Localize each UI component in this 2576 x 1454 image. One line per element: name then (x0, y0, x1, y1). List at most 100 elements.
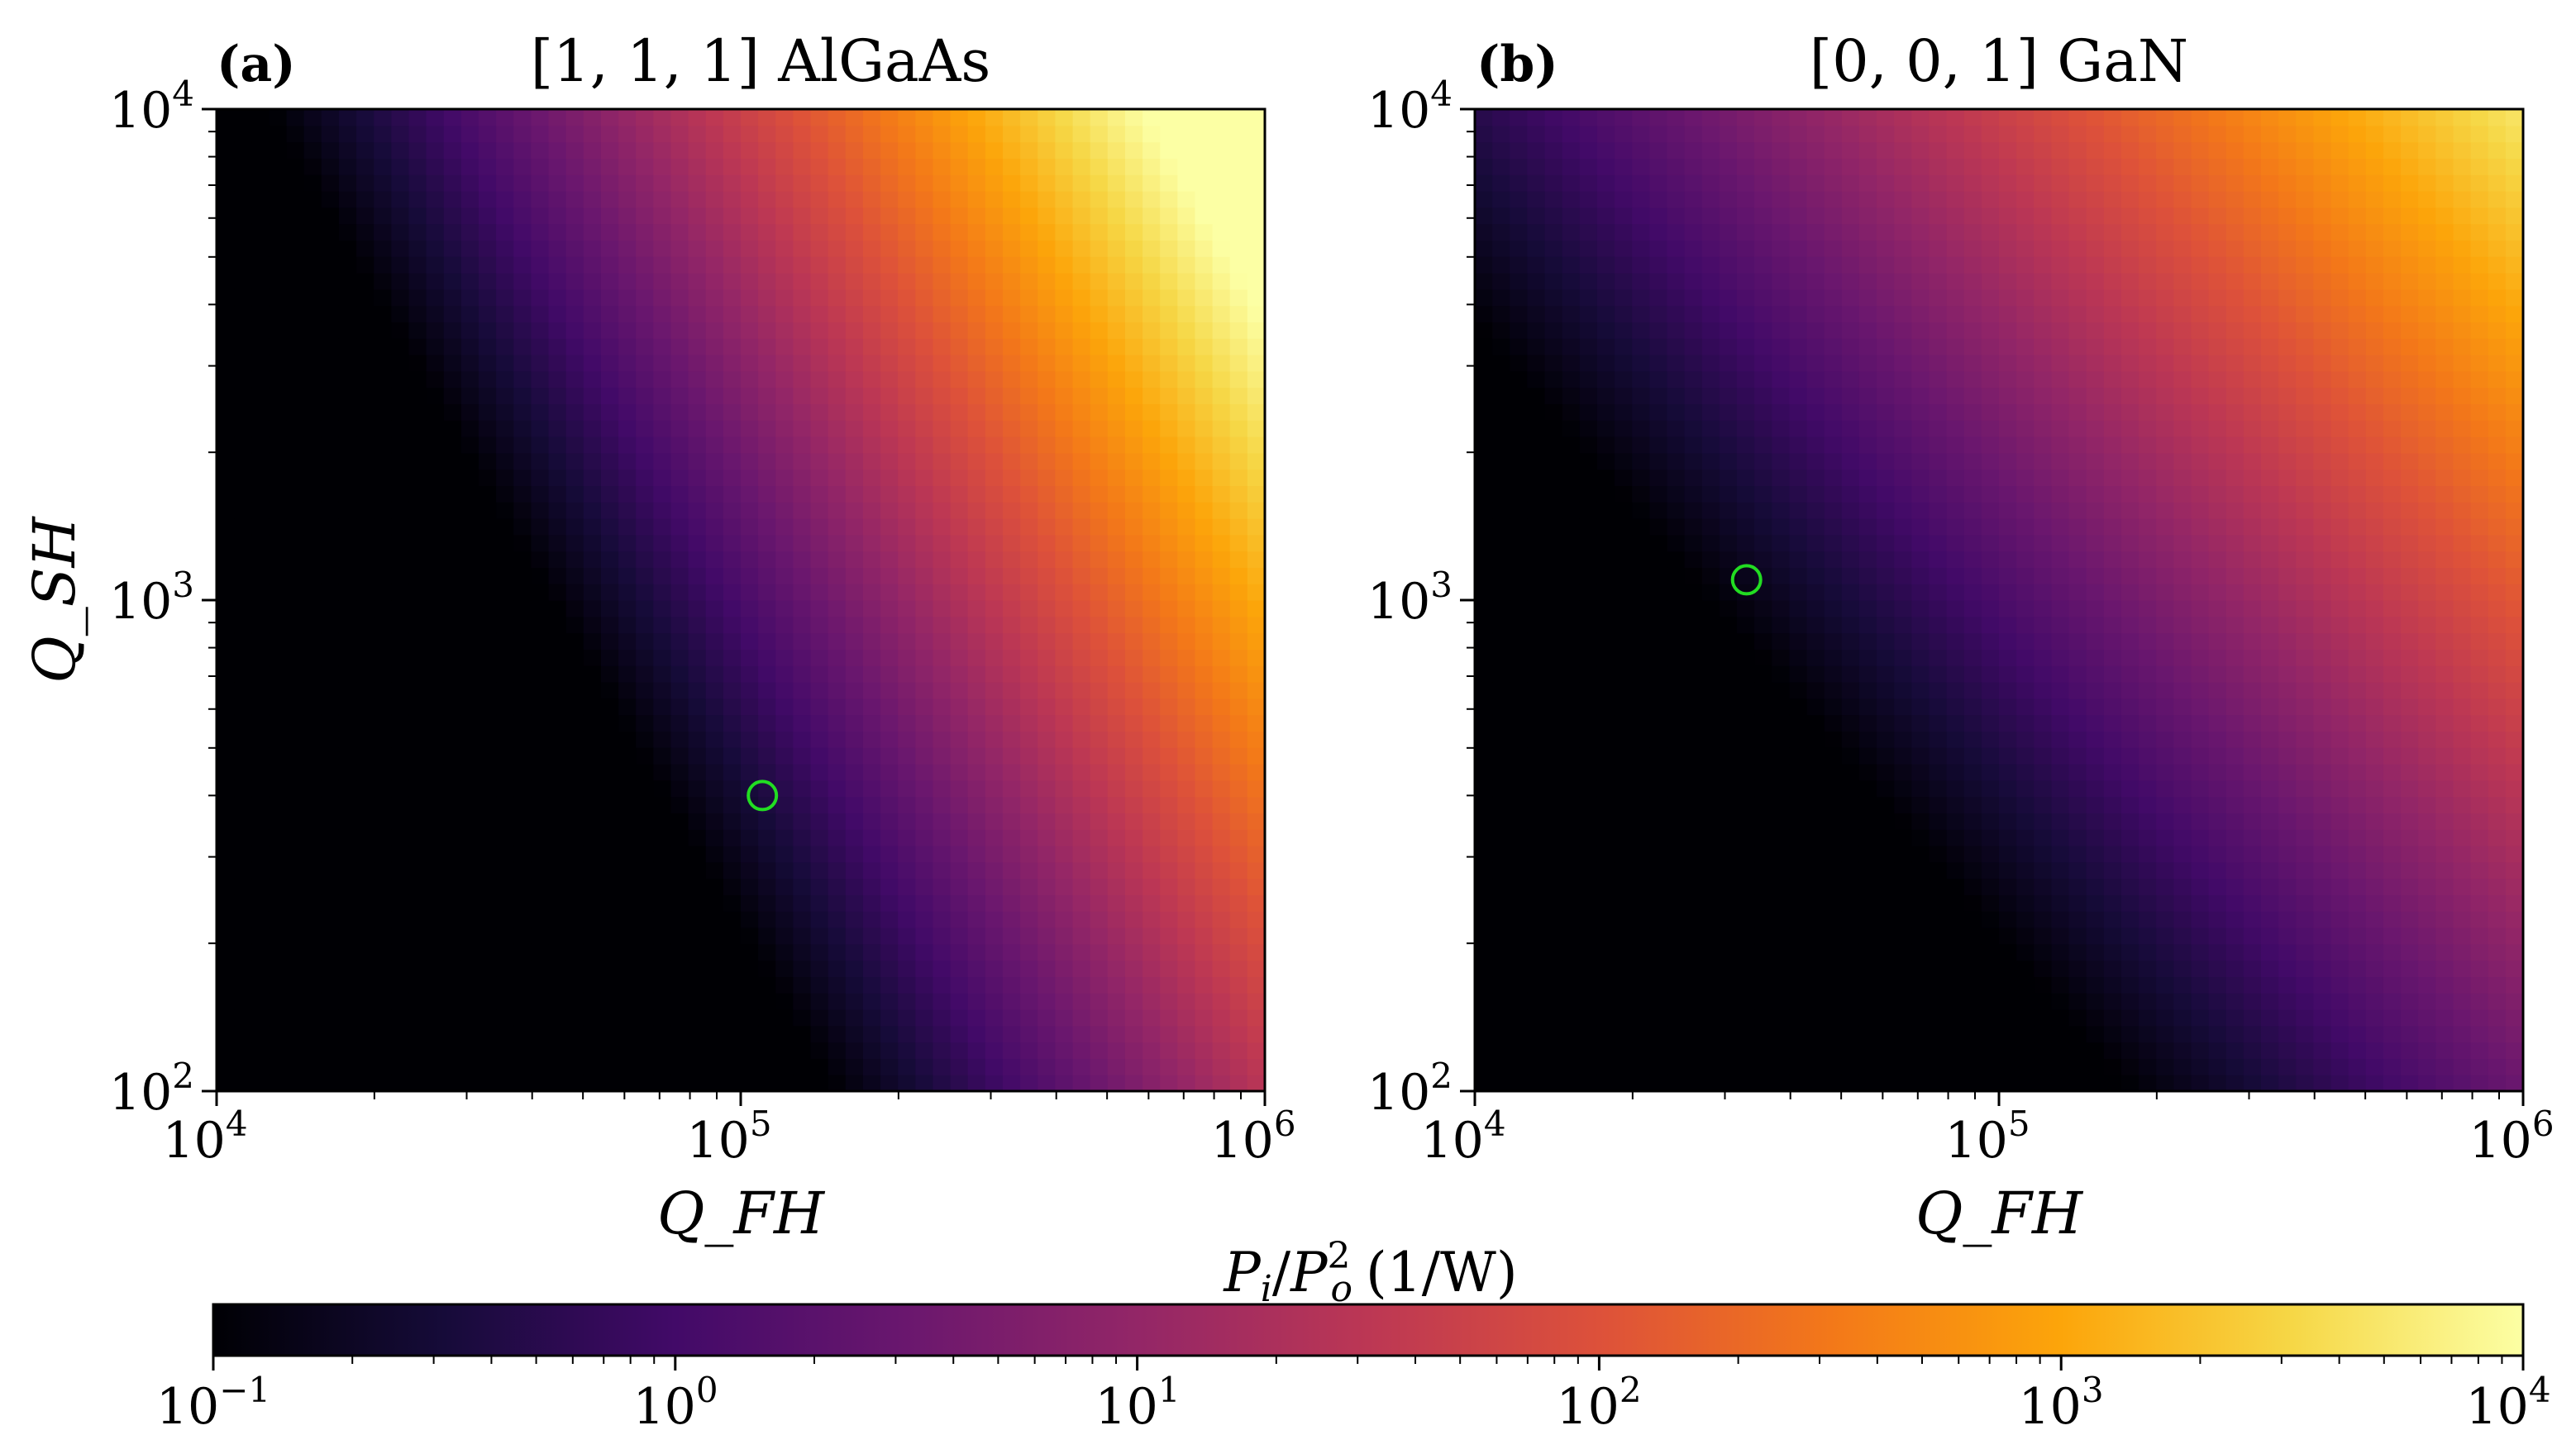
heatmap-cell (950, 829, 969, 846)
heatmap-cell (408, 534, 427, 552)
heatmap-cell (793, 174, 812, 192)
heatmap-cell (723, 387, 742, 404)
heatmap-cell (985, 551, 1004, 568)
heatmap-cell (531, 240, 550, 257)
heatmap-cell (653, 1042, 672, 1059)
heatmap-cell (723, 682, 742, 699)
heatmap-cell (1562, 420, 1581, 437)
heatmap-cell (1649, 1025, 1668, 1043)
heatmap-cell (862, 420, 881, 437)
heatmap-cell (828, 960, 847, 977)
heatmap-cell (338, 894, 357, 912)
heatmap-cell (880, 273, 899, 290)
heatmap-cell (531, 714, 550, 732)
heatmap-cell (1579, 976, 1598, 994)
heatmap-cell (967, 240, 986, 257)
heatmap-cell (1212, 1042, 1231, 1059)
heatmap-cell (1667, 355, 1686, 372)
heatmap-cell (1143, 207, 1161, 225)
heatmap-cell (880, 551, 899, 568)
heatmap-cell (705, 387, 724, 404)
heatmap-cell (408, 665, 427, 683)
heatmap-cell (1667, 1042, 1686, 1059)
heatmap-cell (1229, 846, 1248, 863)
heatmap-cell (810, 567, 829, 584)
heatmap-cell (1038, 846, 1056, 863)
heatmap-cell (269, 698, 288, 716)
heatmap-cell (321, 600, 340, 617)
heatmap-cell (758, 191, 776, 208)
heatmap-cell (1772, 158, 1790, 175)
heatmap-cell (426, 256, 445, 274)
heatmap-cell (321, 567, 340, 584)
heatmap-cell (1789, 551, 1808, 568)
heatmap-cell (1579, 943, 1598, 961)
heatmap-cell (303, 779, 322, 798)
heatmap-cell (705, 502, 724, 519)
heatmap-cell (985, 567, 1004, 584)
heatmap-cell (898, 894, 916, 912)
heatmap-cell (775, 927, 794, 945)
heatmap-cell (1177, 1075, 1196, 1092)
heatmap-cell (426, 288, 445, 307)
heatmap-cell (1684, 240, 1703, 257)
heatmap-cell (1107, 796, 1126, 813)
heatmap-cell (862, 632, 881, 650)
heatmap-cell (479, 436, 497, 454)
heatmap-cell (670, 1009, 689, 1027)
heatmap-cell (356, 288, 374, 307)
heatmap-cell (1684, 436, 1703, 454)
heatmap-cell (1038, 288, 1056, 307)
heatmap-cell (391, 764, 410, 781)
heatmap-cell (391, 894, 410, 912)
heatmap-cell (653, 174, 672, 192)
heatmap-cell (1143, 894, 1161, 912)
heatmap-cell (1701, 403, 1720, 421)
heatmap-cell (1195, 370, 1214, 389)
heatmap-cell (845, 288, 864, 307)
heatmap-cell (1160, 731, 1178, 748)
heatmap-cell (741, 1009, 759, 1027)
heatmap-cell (1038, 960, 1056, 977)
heatmap-cell (880, 927, 899, 945)
heatmap-cell (1824, 436, 1843, 454)
heatmap-cell (286, 698, 305, 716)
heatmap-cell (426, 813, 445, 830)
heatmap-cell (1143, 174, 1161, 192)
heatmap-cell (653, 976, 672, 994)
heatmap-cell (810, 207, 829, 225)
heatmap-cell (1055, 322, 1074, 339)
heatmap-cell (1212, 894, 1231, 912)
heatmap-cell (880, 698, 899, 716)
heatmap-cell (1772, 518, 1790, 536)
heatmap-cell (758, 682, 776, 699)
heatmap-cell (1510, 469, 1528, 486)
heatmap-cell (898, 305, 916, 322)
heatmap-cell (636, 322, 654, 339)
heatmap-cell (898, 256, 916, 274)
heatmap-cell (286, 420, 305, 437)
heatmap-cell (1055, 305, 1074, 322)
heatmap-cell (793, 993, 812, 1010)
heatmap-cell (845, 322, 864, 339)
heatmap-cell (898, 1075, 916, 1092)
heatmap-cell (1596, 878, 1615, 895)
heatmap-cell (1667, 846, 1686, 863)
heatmap-cell (933, 943, 952, 961)
heatmap-cell (1212, 698, 1231, 716)
heatmap-cell (1212, 1025, 1231, 1043)
heatmap-cell (251, 1042, 270, 1059)
heatmap-cell (1701, 943, 1720, 961)
heatmap-cell (513, 452, 532, 470)
heatmap-cell (1527, 829, 1546, 846)
heatmap-cell (1177, 567, 1196, 584)
heatmap-cell (618, 387, 637, 404)
heatmap-cell (845, 747, 864, 765)
heatmap-cell (1072, 943, 1091, 961)
heatmap-cell (1562, 240, 1581, 257)
heatmap-cell (741, 469, 759, 486)
heatmap-cell (1527, 584, 1546, 601)
heatmap-cell (269, 420, 288, 437)
heatmap-cell (1160, 305, 1178, 322)
heatmap-cell (1824, 518, 1843, 536)
